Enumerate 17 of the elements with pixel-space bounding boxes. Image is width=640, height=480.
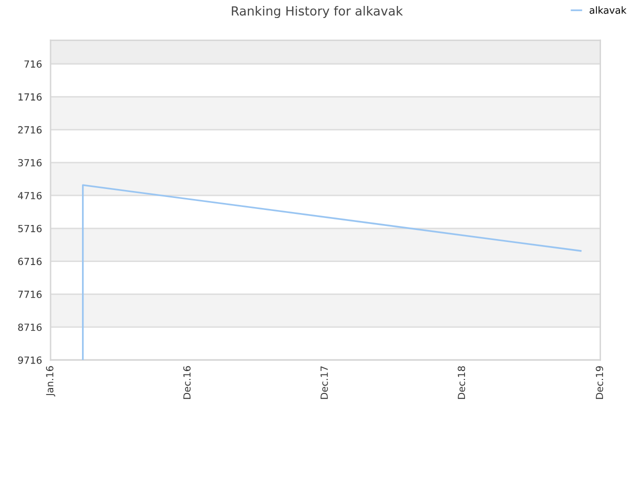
y-tick-label: 7716 [18,290,42,298]
x-tick-label: Dec.16 [183,366,191,399]
x-tick-label: Dec.17 [320,366,328,399]
y-tick-label: 716 [24,60,42,68]
y-tick-label: 8716 [18,324,42,331]
y-tick-label: 5716 [18,224,42,232]
y-tick-label: 9716 [18,356,42,364]
x-tick-label: Jan.16 [46,366,56,397]
x-tick-label: Dec.19 [596,366,604,399]
y-tick-label: 2716 [18,126,42,134]
x-tick-label: Dec.18 [458,366,466,399]
legend-label: alkavak [590,6,626,14]
y-tick-label: 4716 [18,192,42,200]
y-tick-label: 1716 [18,93,42,101]
y-tick-label: 6716 [18,258,42,266]
y-tick-label: 3716 [18,159,42,166]
chart-title: Ranking History for alkavak [232,6,403,18]
